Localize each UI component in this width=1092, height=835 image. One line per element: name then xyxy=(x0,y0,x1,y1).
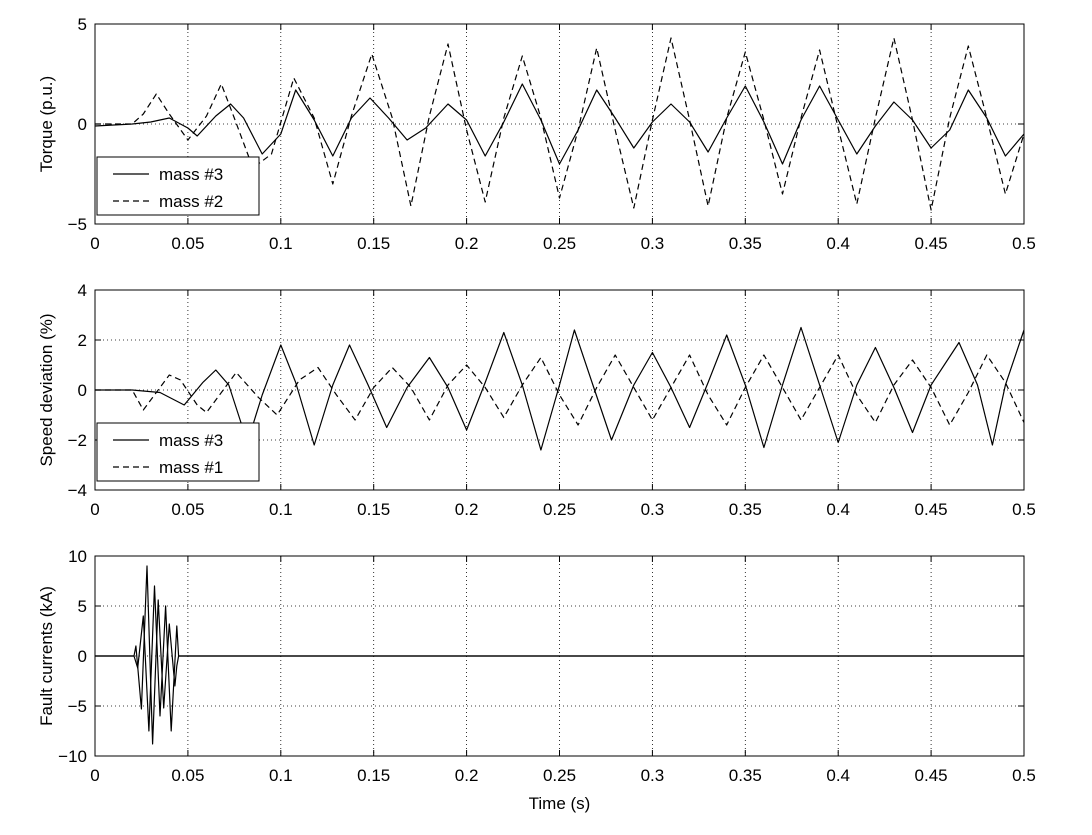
legend-label-1: mass #3 xyxy=(159,431,223,450)
y-tick-label: −10 xyxy=(58,747,87,766)
x-tick-label: 0.2 xyxy=(455,234,479,253)
x-tick-label: 0.25 xyxy=(543,234,576,253)
y-tick-label: 0 xyxy=(78,115,87,134)
x-tick-label: 0.15 xyxy=(357,234,390,253)
y-tick-label: 5 xyxy=(78,15,87,34)
x-tick-label: 0.45 xyxy=(915,234,948,253)
x-tick-label: 0 xyxy=(90,766,99,785)
series-line-1 xyxy=(94,83,1025,165)
y-tick-label: −5 xyxy=(68,215,87,234)
y-tick-label: 4 xyxy=(78,281,87,300)
series-line-2 xyxy=(95,37,1025,211)
y-tick-label: −2 xyxy=(68,431,87,450)
y-axis-label: Fault currents (kA) xyxy=(37,586,56,726)
legend-label-1: mass #3 xyxy=(159,165,223,184)
x-tick-label: 0.5 xyxy=(1012,500,1036,519)
chart-panel-2: 0 0.05 0.1 0.15 0.2 0.25 0.3 0.35 0.4 0.45 0.5 −4 −2… xyxy=(37,281,1036,519)
series-line-1 xyxy=(95,565,1024,745)
x-tick-label: 0.05 xyxy=(171,500,204,519)
y-axis-label: Torque (p.u.) xyxy=(37,76,56,172)
legend-label-2: mass #1 xyxy=(159,458,223,477)
x-tick-label: 0.1 xyxy=(269,500,293,519)
x-tick-label: 0.05 xyxy=(171,234,204,253)
x-tick-label: 0.25 xyxy=(543,766,576,785)
x-tick-label: 0.3 xyxy=(641,234,665,253)
series-line-2 xyxy=(95,585,1024,732)
x-tick-label: 0.1 xyxy=(269,234,293,253)
x-tick-label: 0.2 xyxy=(455,500,479,519)
legend-box xyxy=(96,156,260,216)
x-tick-label: 0.2 xyxy=(455,766,479,785)
x-tick-label: 0.4 xyxy=(826,500,850,519)
legend-label-2: mass #2 xyxy=(159,192,223,211)
y-tick-label: 0 xyxy=(78,381,87,400)
x-tick-label: 0 xyxy=(90,234,99,253)
x-tick-label: 0.05 xyxy=(171,766,204,785)
legend: mass #3 mass #1 xyxy=(96,422,260,482)
x-tick-label: 0.4 xyxy=(826,766,850,785)
y-tick-label: 0 xyxy=(78,647,87,666)
y-tick-label: −5 xyxy=(68,697,87,716)
x-axis-label: Time (s) xyxy=(529,794,591,813)
x-tick-label: 0.25 xyxy=(543,500,576,519)
x-tick-label: 0.1 xyxy=(269,766,293,785)
y-tick-label: 10 xyxy=(68,547,87,566)
legend: mass #3 mass #2 xyxy=(96,156,260,216)
x-tick-label: 0 xyxy=(90,500,99,519)
y-axis-label: Speed deviation (%) xyxy=(37,313,56,466)
chart-panel-3: 0 0.05 0.1 0.15 0.2 0.25 0.3 0.35 0.4 0.45 0.5 −10 −… xyxy=(37,547,1036,813)
x-tick-label: 0.35 xyxy=(729,234,762,253)
y-tick-label: 2 xyxy=(78,331,87,350)
series-line-1 xyxy=(95,326,1025,451)
x-tick-label: 0.3 xyxy=(641,500,665,519)
chart-panel-1: 0 0.05 0.1 0.15 0.2 0.25 0.3 0.35 0.4 0.45 0.5−505… xyxy=(37,15,1036,253)
x-tick-label: 0.35 xyxy=(729,500,762,519)
x-tick-label: 0.15 xyxy=(357,500,390,519)
x-tick-label: 0.3 xyxy=(641,766,665,785)
x-tick-label: 0.15 xyxy=(357,766,390,785)
y-tick-label: 5 xyxy=(78,597,87,616)
y-tick-label: −4 xyxy=(68,481,87,500)
legend-box xyxy=(96,422,260,482)
x-tick-label: 0.35 xyxy=(729,766,762,785)
x-tick-label: 0.5 xyxy=(1012,234,1036,253)
x-tick-label: 0.5 xyxy=(1012,766,1036,785)
x-tick-label: 0.4 xyxy=(826,234,850,253)
x-tick-label: 0.45 xyxy=(915,500,948,519)
x-tick-label: 0.45 xyxy=(915,766,948,785)
